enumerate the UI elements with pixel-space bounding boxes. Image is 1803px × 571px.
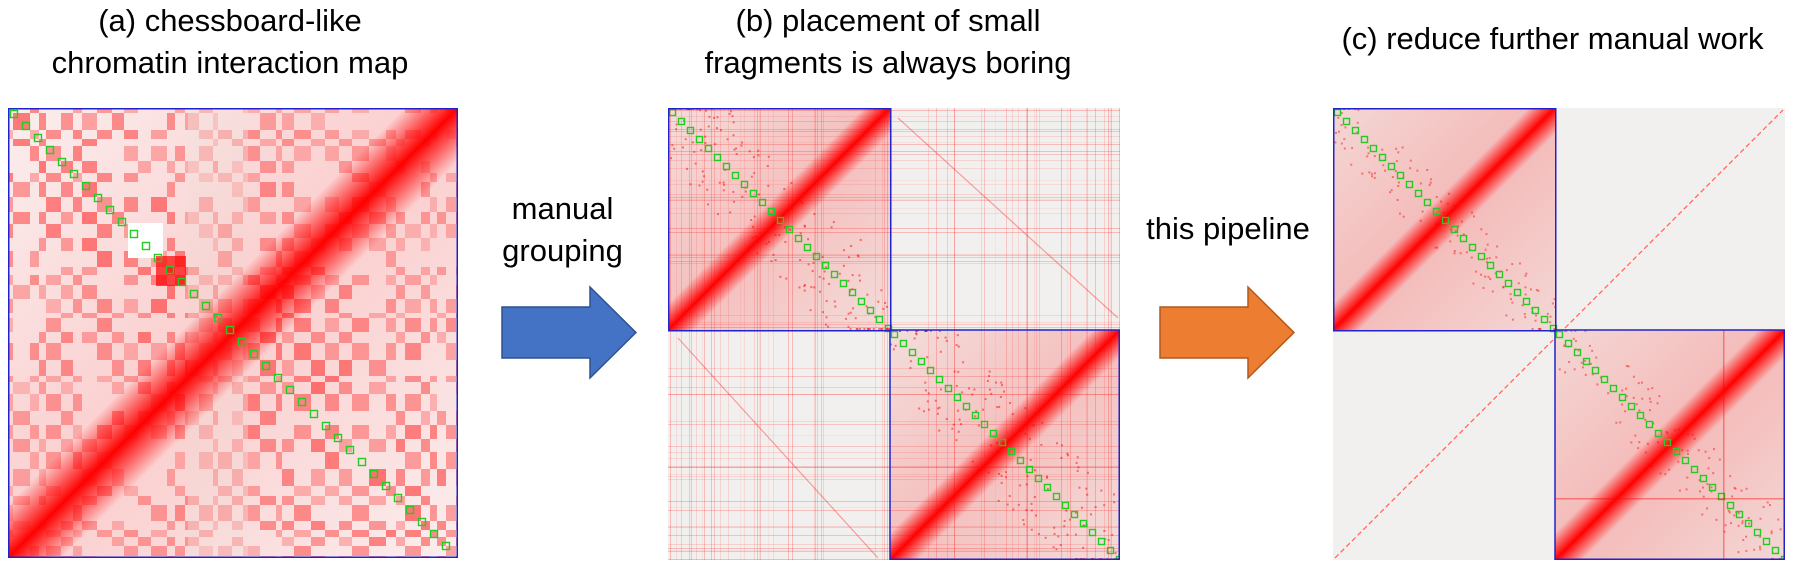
this-pipeline-arrow-icon [1159,285,1296,380]
panel-b-title: (b) placement of small fragments is alwa… [668,0,1108,84]
panel-a-heatmap [8,108,458,558]
panel-a-title-line2: chromatin interaction map [51,45,409,80]
panel-a-title-line1: (a) chessboard-like [98,3,362,38]
this-pipeline-label-line1: this pipeline [1146,211,1310,246]
manual-grouping-label-line2: grouping [502,233,623,268]
panel-a-title: (a) chessboard-like chromatin interactio… [20,0,440,84]
manual-grouping-label-line1: manual [511,191,614,226]
panel-c-heatmap [1333,108,1785,560]
panel-b-heatmap [668,108,1120,560]
panel-c-title: (c) reduce further manual work [1305,18,1800,60]
manual-grouping-arrow-icon [501,285,638,380]
panel-c-title-line1: (c) reduce further manual work [1341,21,1764,56]
manual-grouping-label: manual grouping [480,188,645,272]
panel-b-title-line2: fragments is always boring [704,45,1072,80]
panel-b-title-line1: (b) placement of small [735,3,1041,38]
this-pipeline-label: this pipeline [1128,208,1328,250]
